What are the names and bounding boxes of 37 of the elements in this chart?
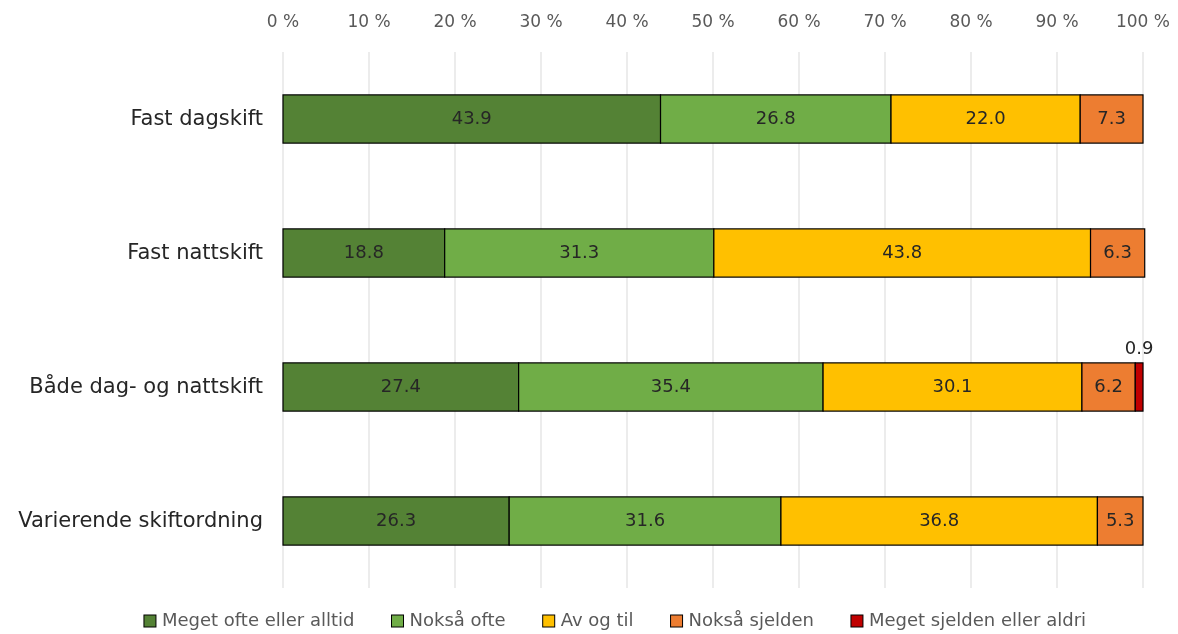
x-tick-label: 40 % bbox=[605, 11, 649, 31]
data-label: 6.3 bbox=[1103, 241, 1132, 262]
x-tick-label: 80 % bbox=[949, 11, 993, 31]
y-tick-label: Varierende skiftordning bbox=[18, 508, 263, 532]
data-label: 7.3 bbox=[1097, 107, 1126, 128]
data-label: 30.1 bbox=[932, 375, 973, 396]
x-tick-label: 50 % bbox=[691, 11, 735, 31]
data-label: 26.3 bbox=[376, 509, 417, 530]
data-label: 0.9 bbox=[1124, 336, 1154, 358]
legend-label: Meget sjelden eller aldri bbox=[868, 609, 1087, 630]
x-tick-label: 0 % bbox=[266, 11, 300, 31]
x-tick-label: 20 % bbox=[433, 11, 477, 31]
y-tick-label: Fast dagskift bbox=[130, 106, 263, 130]
data-label: 27.4 bbox=[380, 375, 421, 396]
legend-label: Av og til bbox=[560, 609, 634, 630]
data-label: 43.9 bbox=[451, 107, 492, 128]
data-label: 36.8 bbox=[919, 509, 960, 530]
x-tick-label: 90 % bbox=[1035, 11, 1079, 31]
data-label: 31.6 bbox=[625, 509, 666, 530]
x-tick-label: 10 % bbox=[347, 11, 391, 31]
data-label: 22.0 bbox=[965, 107, 1006, 128]
x-tick-label: 70 % bbox=[863, 11, 907, 31]
x-tick-label: 30 % bbox=[519, 11, 563, 31]
y-tick-label: Fast nattskift bbox=[127, 240, 263, 264]
data-label: 35.4 bbox=[650, 375, 691, 396]
data-label: 5.3 bbox=[1105, 509, 1135, 530]
legend-label: Nokså ofte bbox=[409, 609, 506, 630]
data-label: 43.8 bbox=[882, 241, 923, 262]
x-tick-label: 100 % bbox=[1115, 11, 1171, 31]
data-label: 18.8 bbox=[343, 241, 384, 262]
data-label: 6.2 bbox=[1094, 375, 1123, 396]
data-label: 31.3 bbox=[559, 241, 600, 262]
legend-label: Nokså sjelden bbox=[688, 609, 814, 630]
y-tick-label: Både dag- og nattskift bbox=[29, 373, 263, 398]
legend-label: Meget ofte eller alltid bbox=[161, 609, 355, 630]
data-label: 26.8 bbox=[755, 107, 796, 128]
x-tick-label: 60 % bbox=[777, 11, 821, 31]
